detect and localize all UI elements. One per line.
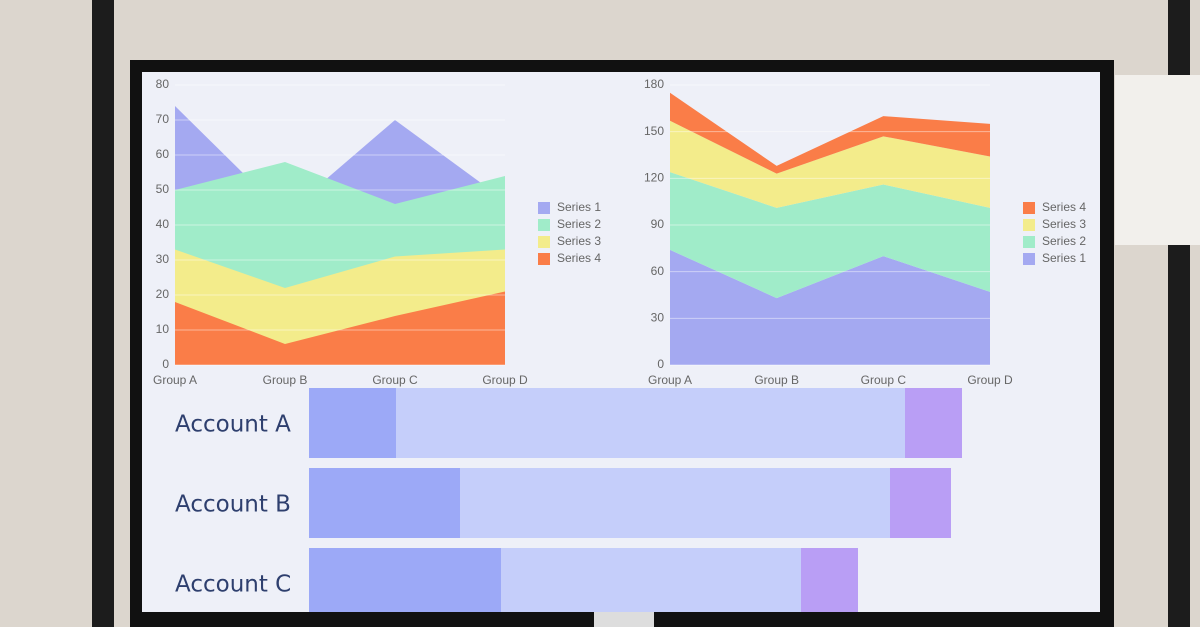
x-tick-label: Group B xyxy=(754,373,799,387)
legend-label: Series 2 xyxy=(557,217,601,231)
y-tick-label: 70 xyxy=(156,112,170,126)
x-tick-label: Group B xyxy=(263,373,308,387)
pole xyxy=(92,0,114,627)
bar-segment xyxy=(309,548,501,612)
y-tick-label: 80 xyxy=(156,77,170,91)
bar-segment xyxy=(890,468,951,538)
bar-segment xyxy=(905,388,962,458)
y-tick-label: 150 xyxy=(644,124,664,138)
legend-label: Series 4 xyxy=(557,251,601,265)
bar-segment xyxy=(501,548,801,612)
legend-label: Series 3 xyxy=(1042,217,1086,231)
category-label: Account A xyxy=(175,412,291,438)
x-tick-label: Group A xyxy=(153,373,197,387)
legend-swatch xyxy=(538,219,550,231)
y-tick-label: 0 xyxy=(657,357,664,371)
area xyxy=(175,291,505,365)
y-tick-label: 120 xyxy=(644,171,664,185)
legend-swatch xyxy=(1023,219,1035,231)
y-tick-label: 10 xyxy=(156,322,170,336)
area xyxy=(670,92,990,174)
x-tick-label: Group A xyxy=(648,373,692,387)
bar-segment xyxy=(801,548,858,612)
category-label: Account B xyxy=(175,492,291,518)
bar-segment xyxy=(460,468,890,538)
bar-segment xyxy=(396,388,905,458)
y-tick-label: 60 xyxy=(651,264,665,278)
x-tick-label: Group C xyxy=(372,373,418,387)
photo-frame xyxy=(1115,75,1200,245)
y-tick-label: 90 xyxy=(651,217,665,231)
y-tick-label: 180 xyxy=(644,77,664,91)
y-tick-label: 60 xyxy=(156,147,170,161)
category-label: Account C xyxy=(175,572,291,598)
area xyxy=(670,249,990,365)
area xyxy=(670,120,990,208)
y-tick-label: 30 xyxy=(156,252,170,266)
x-tick-label: Group C xyxy=(861,373,907,387)
y-tick-label: 30 xyxy=(651,311,665,325)
legend-label: Series 4 xyxy=(1042,200,1086,214)
y-tick-label: 50 xyxy=(156,182,170,196)
area xyxy=(670,172,990,299)
bar-segment xyxy=(309,388,396,458)
monitor-stand xyxy=(594,612,654,627)
legend-label: Series 2 xyxy=(1042,234,1086,248)
legend-swatch xyxy=(538,202,550,214)
y-tick-label: 40 xyxy=(156,217,170,231)
screen-content: 0 10 20 30 40 50 60 70 80 Group A Group B Group C Gr… xyxy=(153,77,1086,612)
legend-swatch xyxy=(1023,236,1035,248)
legend-label: Series 1 xyxy=(557,200,601,214)
y-tick-label: 20 xyxy=(156,287,170,301)
legend-swatch xyxy=(538,236,550,248)
y-tick-label: 0 xyxy=(162,357,169,371)
x-tick-label: Group D xyxy=(967,373,1013,387)
legend-label: Series 3 xyxy=(557,234,601,248)
bar-segment xyxy=(309,468,460,538)
legend-label: Series 1 xyxy=(1042,251,1086,265)
x-tick-label: Group D xyxy=(482,373,528,387)
legend-swatch xyxy=(1023,253,1035,265)
legend-swatch xyxy=(1023,202,1035,214)
legend-swatch xyxy=(538,253,550,265)
